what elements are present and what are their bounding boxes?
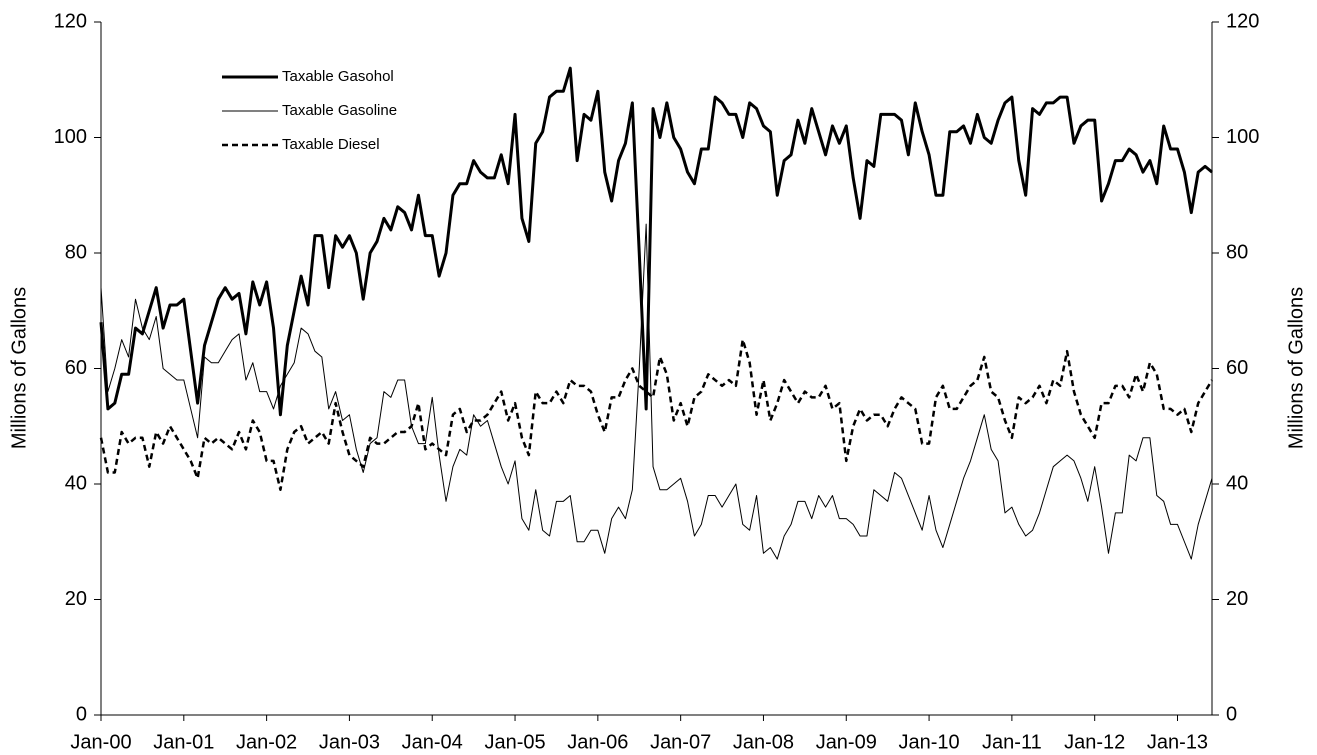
y2-tick-label: 40 (1226, 472, 1248, 494)
legend-label: Taxable Diesel (282, 136, 380, 153)
legend-label: Taxable Gasoline (282, 102, 397, 119)
x-tick-label: Jan-01 (153, 731, 214, 753)
y-tick-label: 100 (54, 126, 87, 148)
legend-label: Taxable Gasohol (282, 68, 394, 85)
x-tick-label: Jan-08 (733, 731, 794, 753)
y2-tick-label: 0 (1226, 703, 1237, 725)
y-tick-label: 20 (65, 588, 87, 610)
y2-tick-label: 100 (1226, 126, 1259, 148)
x-tick-label: Jan-09 (816, 731, 877, 753)
x-tick-label: Jan-12 (1064, 731, 1125, 753)
y-tick-label: 80 (65, 241, 87, 263)
x-tick-label: Jan-06 (567, 731, 628, 753)
series-line (100, 223, 1213, 560)
series-line (99, 338, 1214, 492)
y-tick-label: 40 (65, 472, 87, 494)
x-tick-label: Jan-02 (236, 731, 297, 753)
x-tick-label: Jan-10 (898, 731, 959, 753)
y-tick-label: 120 (54, 10, 87, 32)
y-tick-label: 60 (65, 357, 87, 379)
y-tick-label: 0 (76, 703, 87, 725)
x-tick-label: Jan-11 (982, 731, 1042, 753)
y2-axis-title: Millions of Gallons (1285, 287, 1307, 449)
y-axis-title: Millions of Gallons (8, 287, 30, 449)
x-tick-label: Jan-03 (319, 731, 380, 753)
y2-tick-label: 120 (1226, 10, 1259, 32)
series-line (99, 66, 1213, 417)
y2-tick-label: 20 (1226, 588, 1248, 610)
x-tick-label: Jan-05 (484, 731, 545, 753)
y2-tick-label: 80 (1226, 241, 1248, 263)
x-tick-label: Jan-13 (1147, 731, 1208, 753)
x-tick-label: Jan-00 (70, 731, 131, 753)
x-tick-label: Jan-07 (650, 731, 711, 753)
x-tick-label: Jan-04 (402, 731, 463, 753)
y2-tick-label: 60 (1226, 357, 1248, 379)
